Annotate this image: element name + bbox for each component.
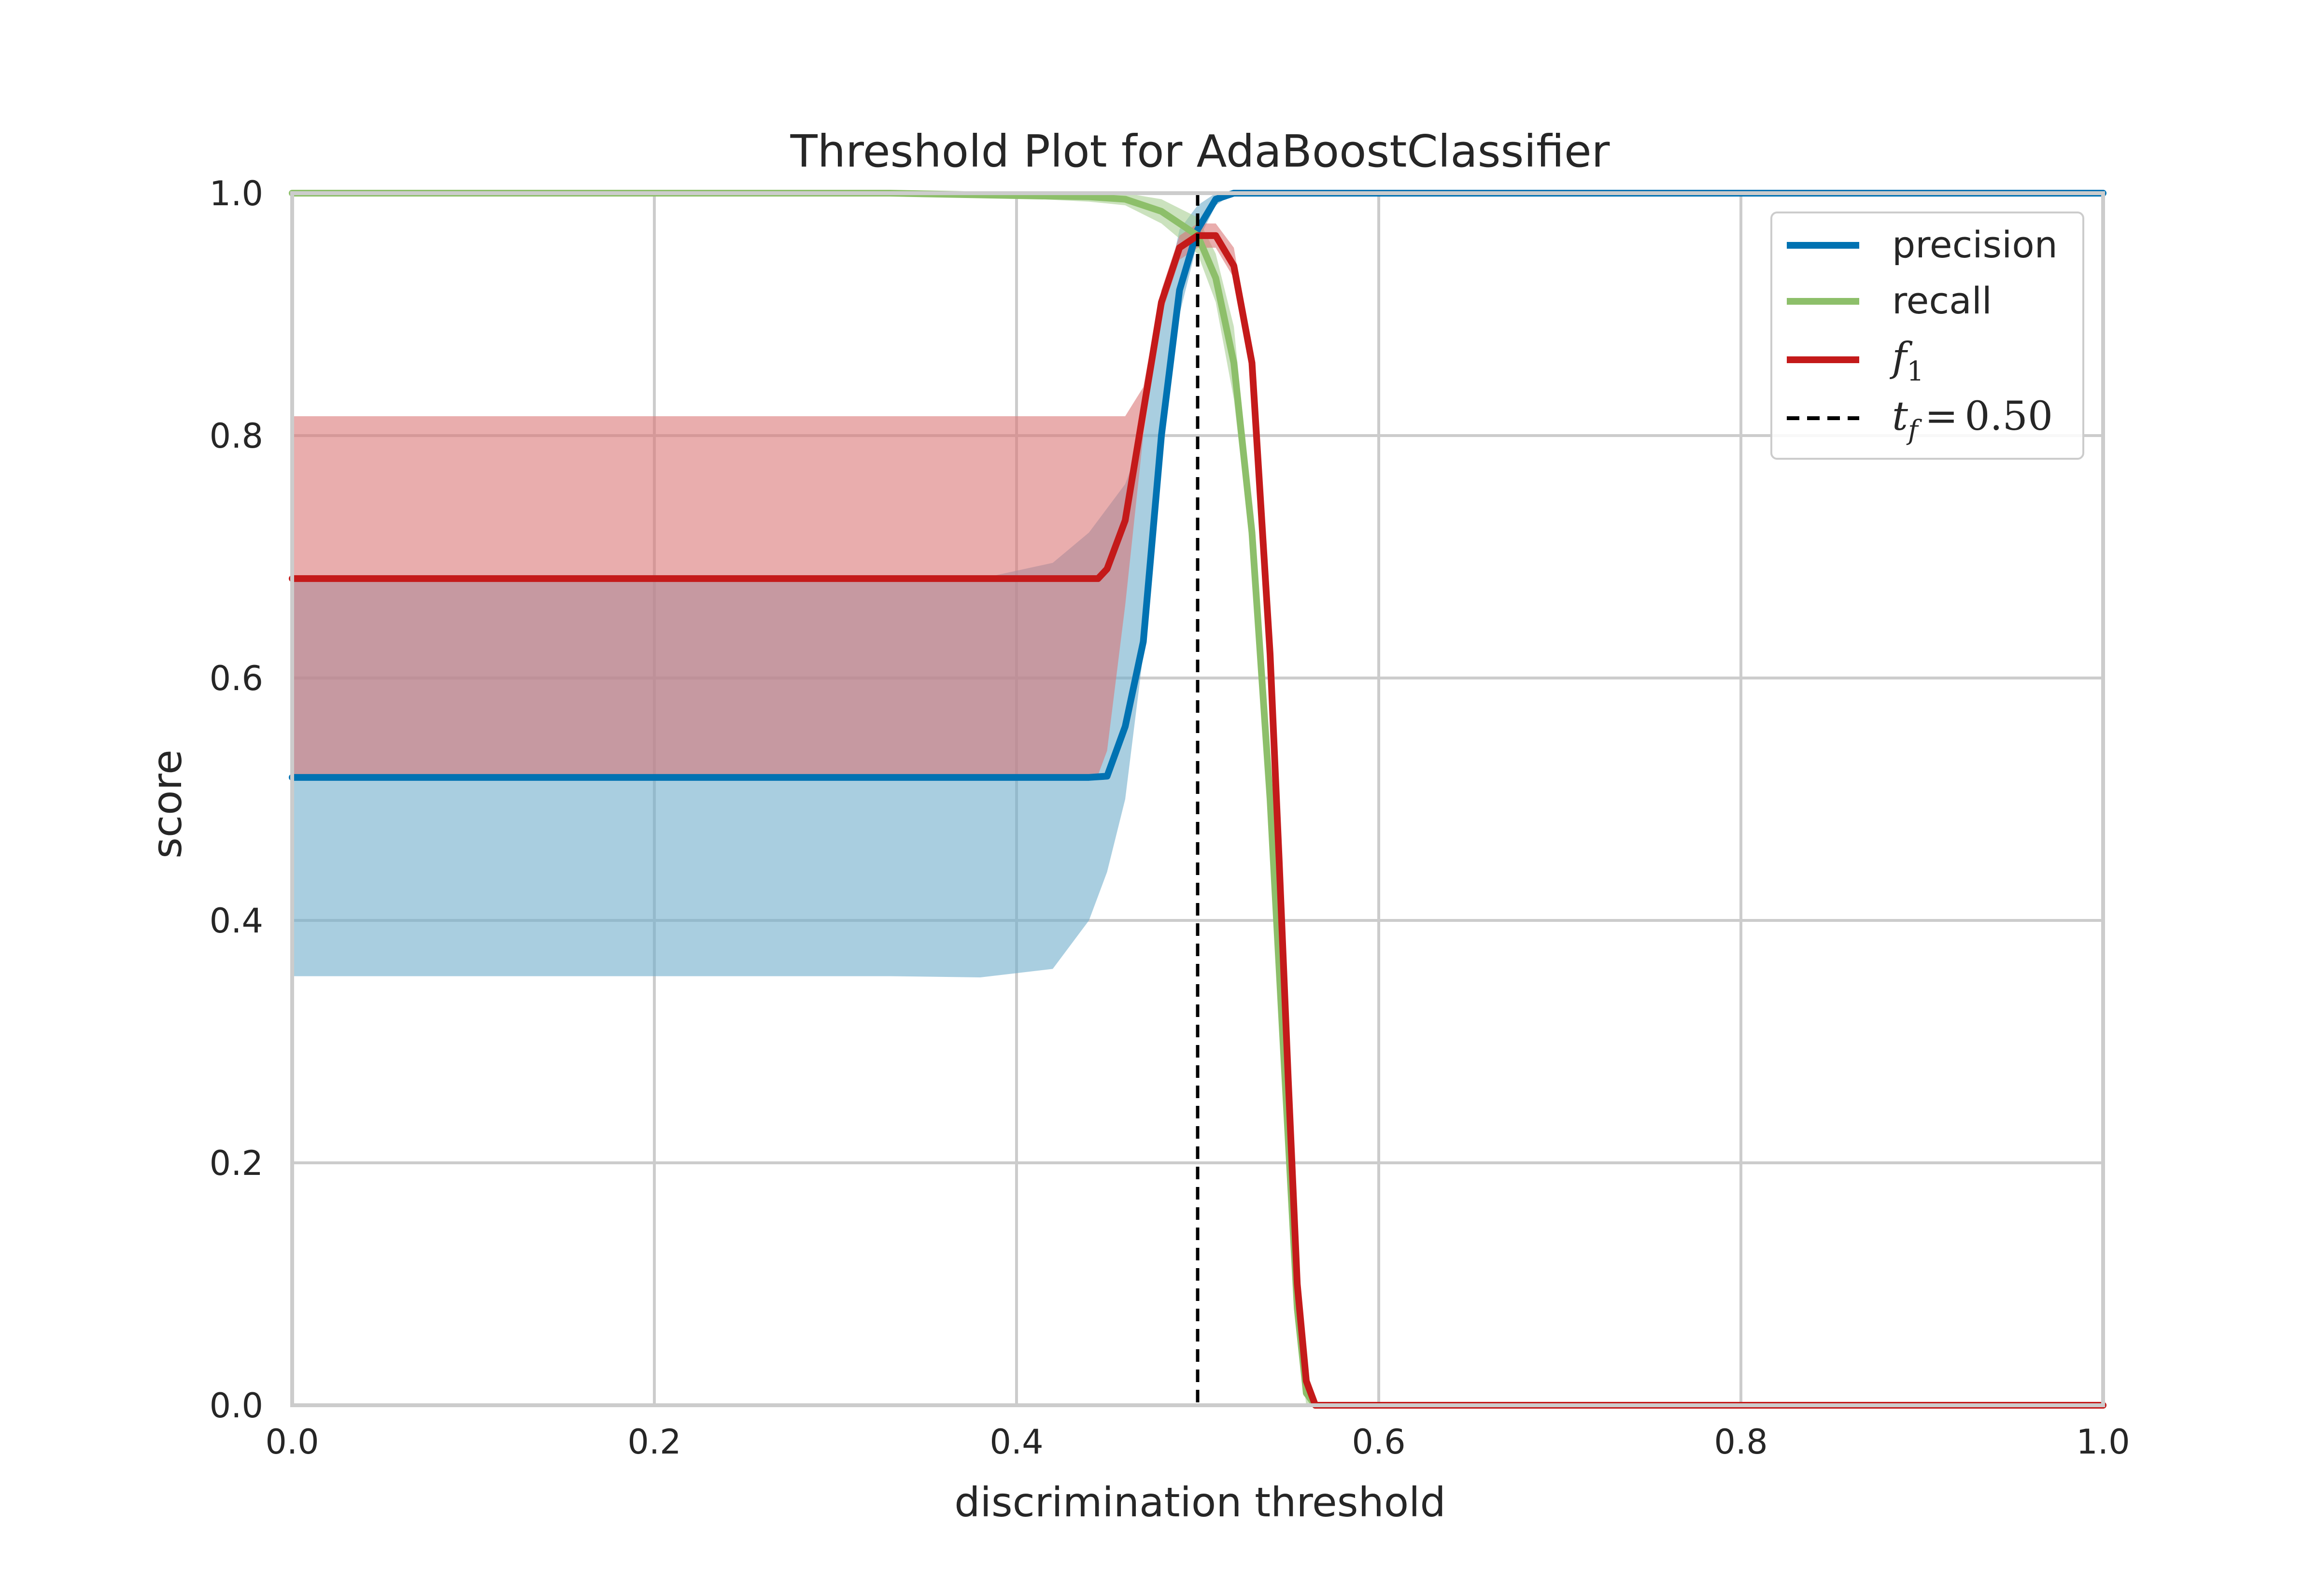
x-tick-label: 0.8	[1714, 1422, 1767, 1462]
confidence-bands	[292, 193, 2103, 1405]
f1-confidence-band	[292, 223, 2103, 1405]
x-tick-label: 0.0	[265, 1422, 319, 1462]
series-lines	[289, 190, 2106, 1409]
y-tick-label: 0.0	[210, 1386, 263, 1426]
y-tick-label: 0.8	[210, 416, 263, 456]
legend-label-recall: recall	[1892, 279, 1992, 322]
legend: precision recall f1 tf = 0.50	[1770, 212, 2084, 460]
y-tick-label: 0.6	[210, 659, 263, 698]
y-tick-label: 0.4	[210, 901, 263, 941]
x-tick-label: 0.6	[1352, 1422, 1405, 1462]
x-axis-ticks: 0.0 0.2 0.4 0.6 0.8 1.0	[265, 1422, 2130, 1462]
precision-line	[289, 190, 2106, 781]
y-tick-label: 1.0	[210, 174, 263, 213]
precision-confidence-band	[292, 193, 2103, 977]
x-tick-label: 0.2	[627, 1422, 681, 1462]
plot-frame	[290, 191, 2105, 1407]
y-axis-ticks: 0.0 0.2 0.4 0.6 0.8 1.0	[210, 174, 263, 1426]
y-tick-label: 0.2	[210, 1144, 263, 1183]
x-tick-label: 1.0	[2076, 1422, 2130, 1462]
chart-title: Threshold Plot for AdaBoostClassifier	[790, 126, 1610, 177]
legend-label-precision: precision	[1892, 223, 2058, 266]
x-tick-label: 0.4	[989, 1422, 1043, 1462]
y-axis-label: score	[143, 749, 191, 859]
legend-box	[1770, 212, 2084, 460]
x-axis-label: discrimination threshold	[954, 1479, 1446, 1526]
f1-line	[289, 232, 2106, 1409]
